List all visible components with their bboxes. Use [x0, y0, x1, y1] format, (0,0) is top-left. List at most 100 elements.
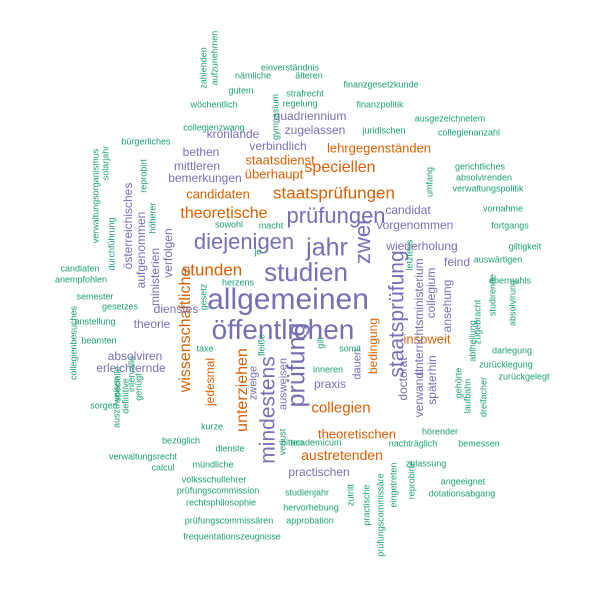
- cloud-word: mindestens: [256, 356, 280, 464]
- cloud-word: verwaltungsrecht: [108, 451, 178, 462]
- cloud-word: nämliche: [234, 70, 272, 81]
- cloud-word: gutem: [228, 85, 254, 96]
- cloud-word: gilt: [315, 337, 326, 349]
- cloud-word: je: [254, 246, 262, 257]
- cloud-word: sowohl: [214, 219, 244, 230]
- cloud-word: prüfungen: [286, 203, 386, 228]
- cloud-word: umfang: [424, 166, 435, 198]
- cloud-word: abtheilung: [467, 320, 478, 362]
- cloud-word: fleiße: [256, 333, 267, 357]
- cloud-word: theoretischen: [317, 426, 397, 442]
- cloud-word: stunden: [181, 260, 243, 280]
- cloud-word: späterhin: [425, 355, 439, 405]
- cloud-word: zurückgelegt: [498, 371, 550, 382]
- cloud-word: diejenigen: [193, 229, 295, 254]
- cloud-word: beamten: [81, 335, 117, 346]
- cloud-word: darlegung: [491, 345, 533, 356]
- cloud-word: reprobirt: [138, 159, 149, 193]
- cloud-word: herzens: [221, 277, 255, 288]
- cloud-word: abermahls: [488, 275, 532, 286]
- cloud-word: zugelassen: [284, 123, 346, 137]
- cloud-word: durchführung: [106, 217, 117, 271]
- cloud-word: zulassung: [405, 458, 447, 469]
- cloud-word: wiederholung: [386, 239, 458, 253]
- cloud-word: eingetreten: [388, 462, 399, 508]
- cloud-word: strafrecht: [286, 88, 324, 99]
- cloud-word: austretenden: [301, 447, 383, 463]
- cloud-word: inneren: [312, 364, 344, 375]
- cloud-word: bezüglich: [161, 435, 201, 446]
- cloud-word: intervalle: [126, 355, 137, 393]
- cloud-word: studien: [264, 257, 348, 287]
- cloud-word: reprobirte: [406, 460, 417, 500]
- cloud-word: ausgezeichnetem: [414, 113, 486, 124]
- cloud-word: anempfohlen: [54, 274, 108, 285]
- cloud-word: quadriennium: [273, 109, 347, 123]
- cloud-word: verwaltungspolitik: [452, 183, 524, 194]
- cloud-word: älteren: [295, 70, 323, 81]
- cloud-word: absolvirung: [507, 279, 518, 327]
- cloud-word: prüfungscommissären: [184, 515, 274, 526]
- cloud-word: rechtsphilosophie: [185, 497, 257, 508]
- cloud-word: semester: [76, 291, 114, 302]
- cloud-word: nachträglich: [388, 438, 438, 449]
- cloud-word: volksschullehrer: [181, 474, 247, 485]
- cloud-word: zweige: [247, 365, 260, 401]
- cloud-word: taxe: [196, 343, 214, 354]
- cloud-word: dotationsabgang: [428, 488, 496, 499]
- cloud-word: bedingung: [366, 317, 380, 375]
- cloud-word: ministerien: [148, 247, 162, 307]
- cloud-word: regelung: [282, 98, 318, 109]
- cloud-word: zutritt: [345, 483, 356, 507]
- cloud-word: speciellen: [304, 159, 376, 176]
- cloud-word: überhaupt: [244, 166, 304, 182]
- cloud-word: approbation: [286, 515, 334, 526]
- cloud-word: candidat: [385, 203, 431, 217]
- cloud-word: öffentlichen: [211, 314, 355, 345]
- cloud-word: höherer: [147, 202, 158, 234]
- cloud-word: finanzpolitik: [356, 99, 404, 110]
- cloud-word: wissenschaftliche: [177, 267, 194, 393]
- cloud-word: bemessen: [458, 438, 500, 449]
- cloud-word: candiaten: [60, 263, 100, 274]
- cloud-word: mündliche: [192, 459, 234, 470]
- cloud-word: absolviren: [107, 349, 163, 363]
- cloud-word: auswärtigen: [473, 254, 523, 265]
- cloud-word: bürgerliches: [121, 136, 171, 147]
- cloud-word: frequentationszeugnisse: [183, 531, 281, 542]
- cloud-word: gehörte: [453, 367, 464, 399]
- cloud-word: praxis: [313, 377, 347, 391]
- cloud-word: sorgen: [90, 400, 118, 411]
- cloud-word: staatsprüfungen: [273, 183, 395, 203]
- cloud-word: mittleren: [173, 159, 221, 173]
- cloud-word: einverständnis: [260, 62, 320, 73]
- cloud-word: studienjahr: [284, 487, 330, 498]
- cloud-word: aufgenommen: [134, 211, 148, 289]
- cloud-word: vorgenommen: [376, 218, 454, 232]
- cloud-word: prüfungscommissäre: [375, 473, 386, 557]
- cloud-word: theoretische: [180, 205, 268, 222]
- cloud-word: erleichternde: [96, 361, 166, 375]
- cloud-word: jedesmal: [203, 357, 217, 407]
- cloud-word: practischen: [288, 465, 350, 479]
- cloud-word: specielle: [112, 366, 123, 402]
- cloud-word: letztens: [404, 239, 415, 271]
- cloud-word: dienste: [215, 443, 245, 454]
- cloud-word: dreifacher: [478, 376, 489, 418]
- cloud-word: fortgangs: [491, 220, 529, 231]
- cloud-word: bitten: [280, 437, 304, 448]
- cloud-word: verfolgen: [161, 228, 175, 278]
- cloud-word: kronlande: [206, 127, 260, 141]
- cloud-word: lehrgegenständen: [326, 140, 432, 156]
- cloud-word: feind: [443, 255, 471, 269]
- cloud-word: collegium: [424, 267, 438, 319]
- cloud-word: aufzunehmen: [209, 30, 220, 86]
- cloud-word: absolvirenden: [455, 172, 513, 183]
- cloud-word: academicum: [290, 437, 342, 448]
- cloud-word: macht: [258, 220, 284, 231]
- cloud-word: ausweisen: [277, 358, 290, 410]
- cloud-word: verwaltungsorganismus: [90, 148, 101, 244]
- cloud-word: zwei: [350, 219, 375, 265]
- cloud-word: verwandt: [412, 368, 426, 418]
